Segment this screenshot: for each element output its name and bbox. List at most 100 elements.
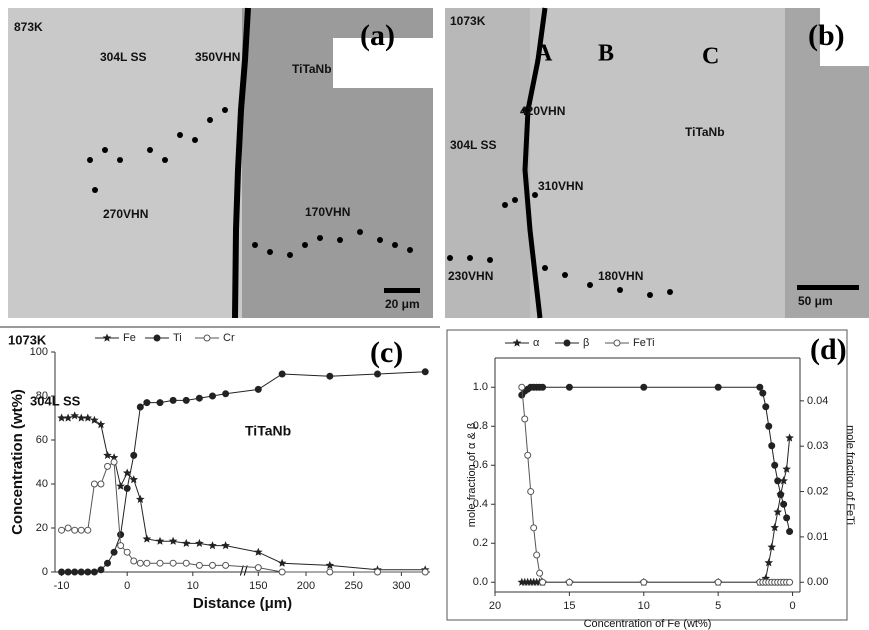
point xyxy=(143,559,151,567)
point xyxy=(96,420,106,429)
point xyxy=(90,415,99,424)
point xyxy=(325,560,335,569)
series-line xyxy=(521,387,790,583)
legend-label: FeTi xyxy=(633,337,655,349)
point xyxy=(116,481,125,490)
legend-label: β xyxy=(583,337,589,349)
indent xyxy=(192,137,198,143)
point xyxy=(103,450,112,459)
point xyxy=(521,415,529,423)
point xyxy=(222,561,230,569)
micrograph-b xyxy=(445,7,869,319)
indent xyxy=(667,289,673,295)
indent xyxy=(102,147,108,153)
point xyxy=(169,396,177,404)
point xyxy=(123,548,131,556)
indent xyxy=(447,255,453,261)
legend-marker xyxy=(563,339,571,347)
y-tick-label: 100 xyxy=(30,346,48,358)
point xyxy=(208,541,217,550)
steel-region xyxy=(8,8,248,318)
annotation: 170VHN xyxy=(305,205,350,219)
x-axis-label: Concentration of Fe (wt%) xyxy=(584,618,712,630)
point xyxy=(142,534,152,543)
point xyxy=(195,538,204,547)
annotation: 1073K xyxy=(450,14,486,28)
indent xyxy=(162,157,168,163)
point xyxy=(777,491,785,498)
indent xyxy=(392,242,398,248)
point xyxy=(71,526,79,534)
point xyxy=(278,568,286,576)
point xyxy=(168,536,178,545)
legend-label: Ti xyxy=(173,332,182,344)
point xyxy=(97,480,105,488)
point xyxy=(773,507,782,516)
indent xyxy=(407,247,413,253)
indent xyxy=(467,255,473,261)
indent xyxy=(117,157,123,163)
point xyxy=(182,396,190,404)
point xyxy=(640,383,648,391)
y-tick-label: 20 xyxy=(36,522,48,534)
y2-tick-label: 0.02 xyxy=(807,485,828,497)
interface xyxy=(232,7,251,319)
point xyxy=(277,558,287,567)
indent xyxy=(647,292,653,298)
legend-label: Cr xyxy=(223,332,235,344)
y-tick-label: 0.8 xyxy=(473,420,488,432)
y-axis-label: Concentration (wt%) xyxy=(9,389,26,535)
panel-label: (d) xyxy=(810,333,847,366)
y-tick-label: 0.0 xyxy=(473,576,488,588)
point xyxy=(64,524,72,532)
annotation: 310VHN xyxy=(538,179,583,193)
point xyxy=(110,458,118,466)
point xyxy=(326,568,334,576)
point xyxy=(136,559,144,567)
point xyxy=(786,528,794,536)
point xyxy=(58,568,66,576)
point xyxy=(155,536,165,545)
y-tick-label: 60 xyxy=(36,434,48,446)
scale-bar xyxy=(797,285,859,290)
point xyxy=(77,413,86,422)
scale-label: 20 μm xyxy=(385,297,420,311)
point xyxy=(71,568,79,576)
point xyxy=(136,494,145,503)
x-tick-label: -10 xyxy=(54,580,70,592)
y-tick-label: 40 xyxy=(36,478,48,490)
y2-tick-label: 0.01 xyxy=(807,531,828,543)
point xyxy=(770,523,779,532)
annotation: 304L SS xyxy=(450,138,496,152)
point xyxy=(104,559,111,567)
panel-label: (b) xyxy=(808,19,845,52)
annotation: 350VHN xyxy=(195,50,240,64)
micrograph-a xyxy=(8,7,433,319)
y-tick-label: 0.6 xyxy=(473,459,488,471)
point xyxy=(77,568,85,576)
x-tick-label: 20 xyxy=(489,600,501,612)
label-box xyxy=(333,38,433,88)
point xyxy=(195,394,203,402)
indent xyxy=(357,229,363,235)
point xyxy=(110,548,118,556)
point xyxy=(63,413,73,422)
annotation: 180VHN xyxy=(598,269,643,283)
indent xyxy=(267,249,273,255)
point xyxy=(57,413,66,422)
series-line xyxy=(521,437,791,583)
point xyxy=(97,566,105,574)
point xyxy=(771,461,779,469)
point xyxy=(182,538,191,547)
point xyxy=(640,578,648,586)
point xyxy=(83,413,93,422)
axis-break: // xyxy=(240,563,248,579)
x-axis-label: Distance (μm) xyxy=(193,595,292,612)
y-tick-label: 1.0 xyxy=(473,381,488,393)
indent xyxy=(252,242,258,248)
point xyxy=(254,547,263,556)
indent xyxy=(92,187,98,193)
scale-label: 50 μm xyxy=(798,294,833,308)
x-tick-label: 15 xyxy=(563,600,575,612)
annotation: B xyxy=(598,41,614,67)
